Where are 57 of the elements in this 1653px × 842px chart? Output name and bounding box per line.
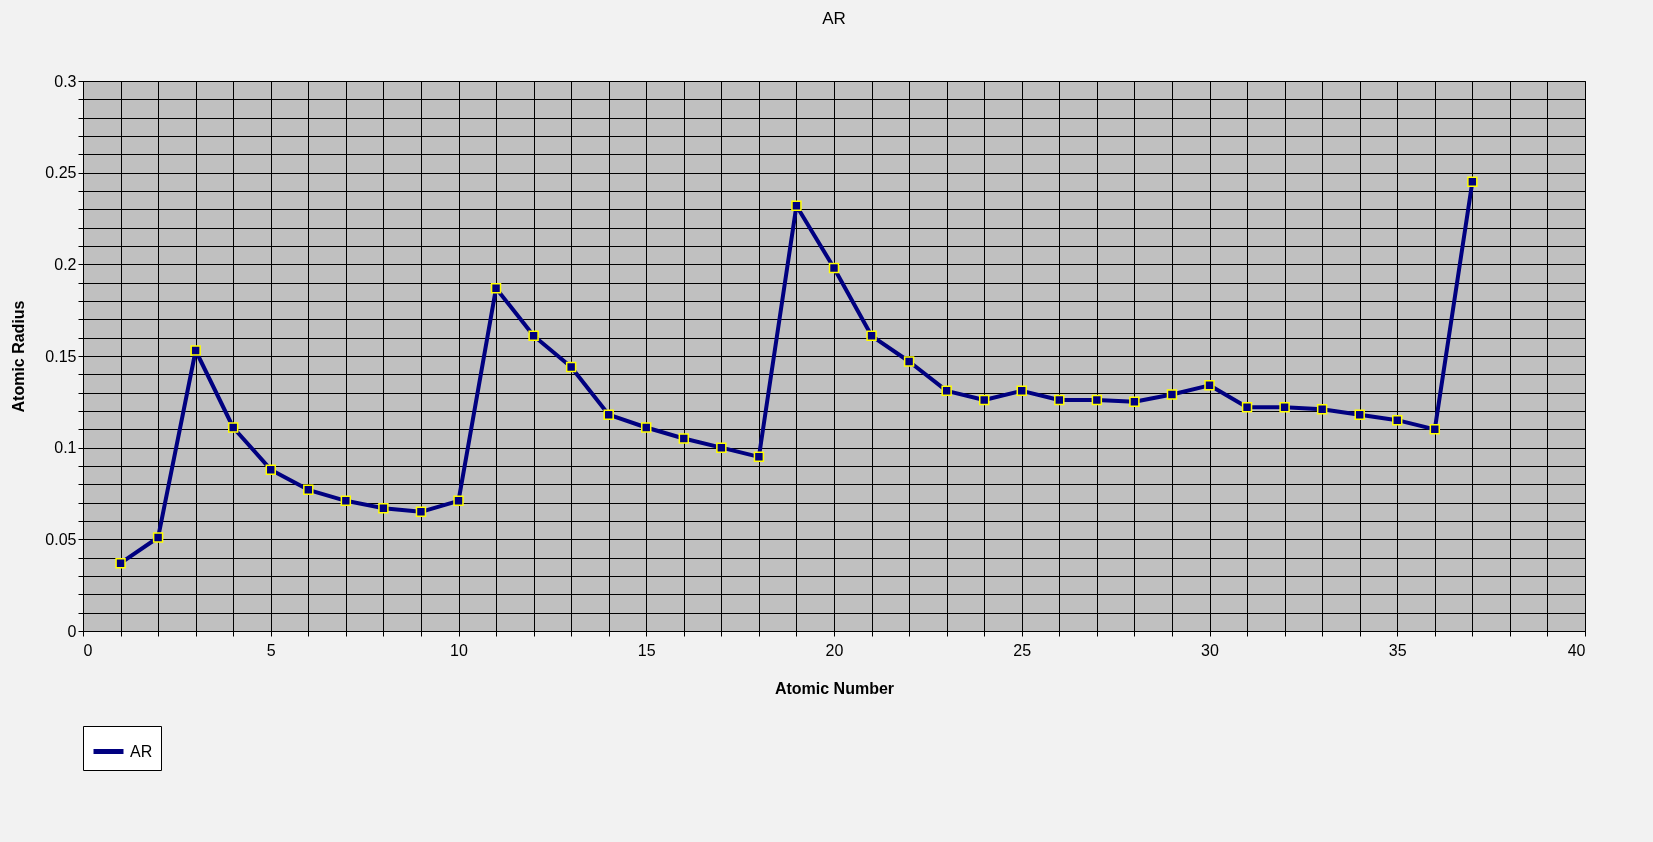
point — [227, 422, 239, 433]
point — [1316, 403, 1328, 415]
y-tick-label: 0 — [67, 622, 77, 640]
point — [1129, 396, 1140, 408]
legend-label: AR — [130, 742, 153, 760]
point — [190, 345, 201, 356]
x-tick-label: 30 — [1201, 641, 1219, 659]
chart-title: AR — [822, 9, 846, 28]
point — [1166, 389, 1178, 400]
point — [903, 356, 915, 367]
point — [490, 282, 502, 294]
y-tick-label: 0.15 — [45, 347, 77, 365]
point — [453, 495, 464, 507]
point — [753, 451, 765, 463]
point — [1054, 394, 1065, 406]
point — [1392, 414, 1403, 426]
point — [528, 330, 539, 342]
point — [565, 361, 577, 373]
y-tick-label: 0.2 — [54, 255, 77, 273]
x-tick-label: 25 — [1013, 641, 1032, 659]
x-tick-label: 15 — [637, 641, 656, 659]
point — [941, 385, 952, 397]
point — [978, 394, 990, 406]
point — [828, 262, 840, 274]
x-tick-label: 35 — [1388, 641, 1407, 659]
point — [791, 200, 802, 211]
point — [415, 506, 427, 518]
y-tick-label: 0.3 — [54, 72, 77, 90]
point — [340, 495, 352, 507]
point — [1279, 402, 1290, 413]
point — [1016, 385, 1027, 397]
x-tick-label: 20 — [825, 641, 844, 659]
y-axis-title: Atomic Radius — [10, 300, 28, 413]
point — [641, 422, 652, 433]
point — [115, 557, 126, 569]
point — [1429, 424, 1441, 435]
x-axis-title: Atomic Number — [774, 679, 895, 697]
x-tick-label: 10 — [450, 641, 468, 659]
point — [866, 330, 877, 342]
point — [1354, 409, 1365, 420]
point — [678, 433, 690, 444]
x-tick-label: 5 — [266, 641, 276, 659]
point — [1204, 380, 1215, 391]
point — [1467, 176, 1478, 188]
x-tick-label: 0 — [83, 641, 93, 659]
point — [1091, 394, 1103, 406]
y-tick-label: 0.25 — [45, 164, 77, 182]
point — [1241, 402, 1253, 413]
y-tick-label: 0.05 — [45, 530, 77, 548]
point — [303, 484, 314, 496]
point — [378, 502, 389, 514]
point — [265, 464, 276, 475]
x-tick-label: 40 — [1567, 641, 1586, 659]
point — [603, 409, 614, 420]
point — [716, 442, 727, 453]
y-tick-label: 0.1 — [54, 439, 77, 457]
point — [152, 532, 164, 543]
